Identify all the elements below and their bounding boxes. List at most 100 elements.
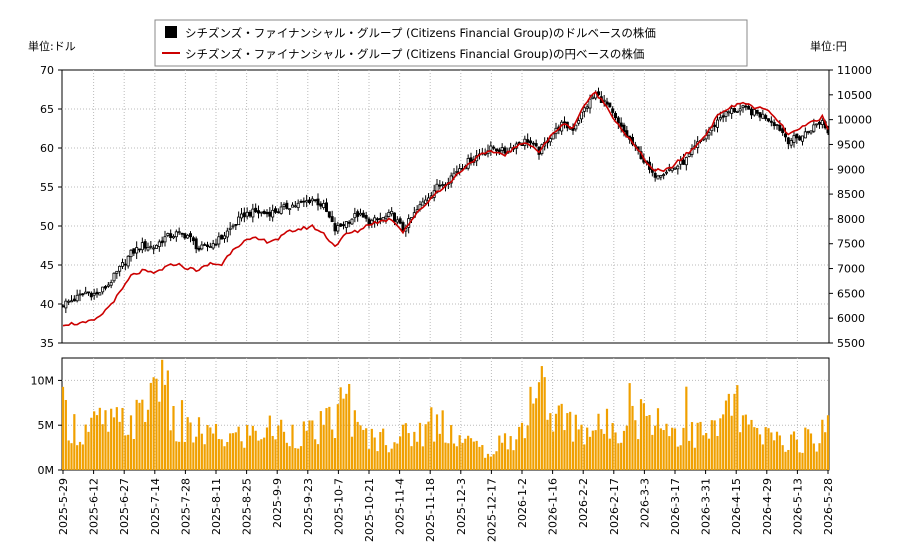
volume-bar (807, 429, 810, 470)
candle-body (222, 235, 226, 240)
volume-bar (554, 413, 558, 470)
candle-body (166, 233, 170, 236)
volume-bar (614, 432, 617, 470)
candle-body (211, 243, 215, 249)
candle-body (228, 227, 232, 230)
volume-bar (481, 445, 484, 470)
volume-tick-label: 0M (38, 464, 55, 477)
volume-bar (311, 420, 314, 470)
candle-body (296, 202, 300, 209)
volume-bar (382, 428, 385, 470)
volume-bar (350, 436, 354, 470)
volume-bar (121, 407, 124, 470)
left-tick-label: 65 (40, 103, 54, 116)
candle-body (163, 236, 167, 243)
volume-bar (424, 424, 427, 470)
candle-body (392, 212, 396, 222)
volume-bar (467, 435, 470, 470)
volume-bar (673, 428, 677, 470)
left-axis-ticks: 70 65 60 55 50 45 40 35 (40, 64, 62, 350)
candle-body (687, 153, 691, 157)
candle-body (307, 199, 311, 204)
candle-body (324, 202, 328, 212)
volume-bar (240, 441, 243, 470)
volume-bar (93, 411, 96, 470)
x-tick-label: 2025-6-12 (88, 478, 101, 535)
volume-bar (84, 424, 87, 470)
candle-body (174, 231, 178, 238)
volume-bar (263, 437, 266, 470)
candle-body (752, 109, 756, 116)
candle-body (217, 236, 221, 245)
volume-bar (433, 441, 436, 470)
candle-body (803, 131, 807, 139)
volume-bar (529, 386, 532, 470)
volume-bar (699, 421, 702, 470)
volume-bar (101, 424, 104, 470)
candle-body (271, 209, 275, 218)
candle-body (293, 205, 297, 208)
right-tick-label: 8500 (837, 188, 865, 201)
x-tick-label: 2025-11-4 (394, 478, 407, 535)
volume-bar (628, 383, 631, 470)
yen-price-line (62, 90, 829, 327)
candle-body (61, 305, 65, 308)
x-tick-label: 2026-4-15 (730, 478, 743, 535)
volume-bar (634, 420, 637, 470)
volume-bar (418, 422, 422, 470)
volume-bar (336, 404, 339, 470)
volume-bar (821, 419, 824, 470)
candle-body (186, 234, 190, 239)
left-tick-label: 50 (40, 220, 54, 233)
volume-bar (506, 449, 509, 470)
volume-bar (413, 431, 416, 470)
candle-body (718, 117, 722, 120)
candle-body (98, 292, 102, 296)
volume-bar (764, 427, 767, 470)
candle-body (795, 133, 799, 139)
volume-bar (421, 446, 424, 470)
volume-bar (118, 421, 121, 470)
volume-bar (231, 433, 235, 470)
candle-body (146, 246, 150, 251)
volume-bar (469, 438, 473, 470)
candle-body (336, 225, 340, 232)
x-tick-label: 2025-7-14 (149, 478, 162, 535)
candle-body (503, 147, 507, 154)
volume-bar (563, 430, 566, 470)
volume-bar (299, 446, 303, 470)
volume-bar (155, 378, 158, 470)
candle-body (327, 211, 331, 218)
right-tick-label: 9000 (837, 163, 865, 176)
right-axis-ticks: 11000 10500 10000 9500 9000 8500 8000 7500 7000 6… (829, 64, 872, 350)
candle-body (149, 245, 153, 248)
volume-bar (435, 414, 439, 470)
candle-body (350, 218, 354, 225)
candle-body (778, 125, 782, 131)
volume-bar (73, 414, 76, 470)
right-tick-label: 9500 (837, 138, 865, 151)
volume-bar (707, 438, 711, 470)
candle-body (313, 199, 317, 202)
volume-bar (251, 425, 254, 470)
candle-body (95, 291, 99, 295)
volume-bar (552, 431, 555, 470)
volume-bar (149, 382, 152, 470)
candle-body (265, 211, 269, 215)
candle-body (358, 212, 362, 216)
volume-bar (95, 415, 99, 470)
candle-body (109, 282, 113, 286)
volume-bar (209, 427, 212, 470)
right-tick-label: 6500 (837, 287, 865, 300)
candle-body (390, 210, 394, 215)
volume-bar (399, 436, 402, 470)
volume-bar (314, 439, 317, 470)
volume-bar (365, 428, 368, 470)
candle-body (724, 111, 728, 117)
x-tick-label: 2026-1-16 (547, 478, 560, 535)
volume-bar (302, 421, 305, 470)
volume-bar (387, 452, 390, 470)
volume-bar (574, 414, 577, 470)
volume-bar (523, 438, 526, 470)
